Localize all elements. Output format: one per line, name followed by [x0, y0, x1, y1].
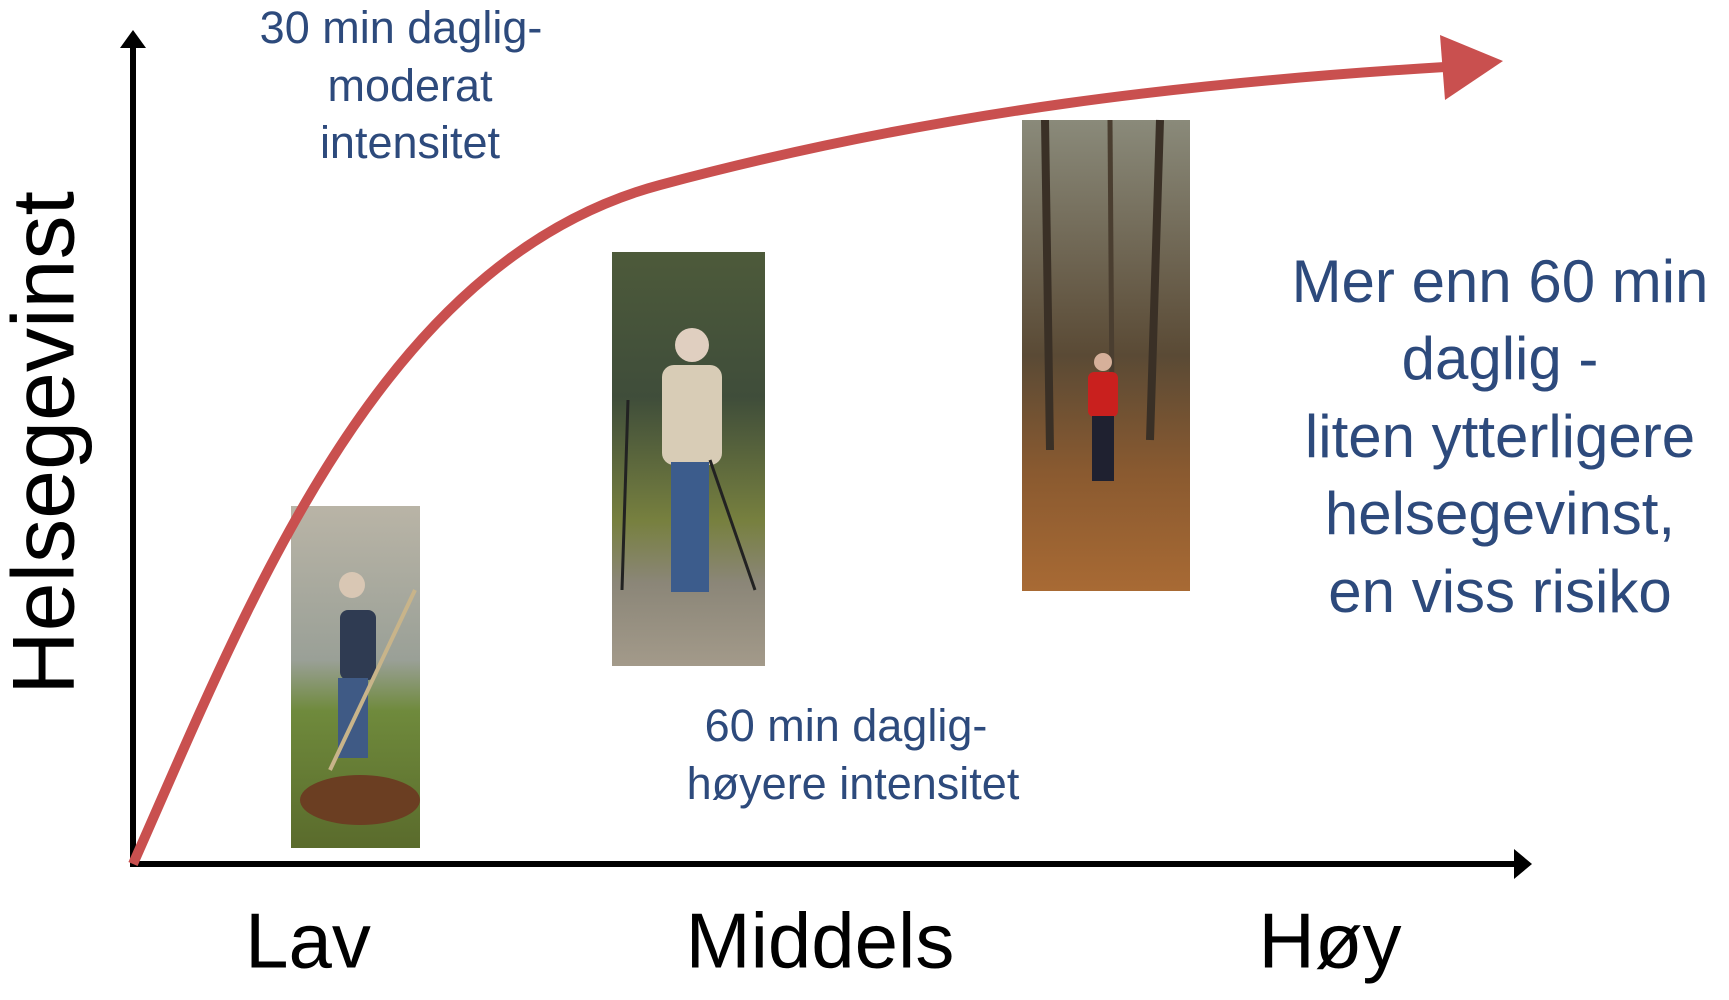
x-axis-arrowhead — [1514, 849, 1532, 879]
annotation-line: 60 min daglig- — [705, 700, 988, 751]
annotation-line: daglig - — [1402, 325, 1599, 392]
annotation-line: helsegevinst, — [1325, 480, 1675, 547]
photo — [291, 506, 420, 848]
diagram: Helsegevinst Lav Middels Høy 30 min dagl… — [0, 0, 1729, 995]
annotation-line: en viss risiko — [1328, 558, 1671, 625]
annotation-line: Mer enn 60 min — [1292, 248, 1709, 315]
x-label: Middels — [686, 897, 955, 985]
photo — [612, 252, 765, 666]
annotation-line: 30 min daglig- — [260, 2, 543, 53]
y-axis-label: Helsegevinst — [0, 191, 92, 695]
annotation-line: intensitet — [320, 117, 501, 168]
photo — [1022, 120, 1190, 591]
curve-arrowhead — [1440, 35, 1503, 100]
annotation-line: høyere intensitet — [687, 758, 1020, 809]
y-axis-arrowhead — [120, 30, 146, 48]
annotation-line: moderat — [327, 60, 493, 111]
x-label: Høy — [1259, 897, 1402, 985]
annotation-line: liten ytterligere — [1305, 403, 1695, 470]
x-label: Lav — [245, 897, 371, 985]
